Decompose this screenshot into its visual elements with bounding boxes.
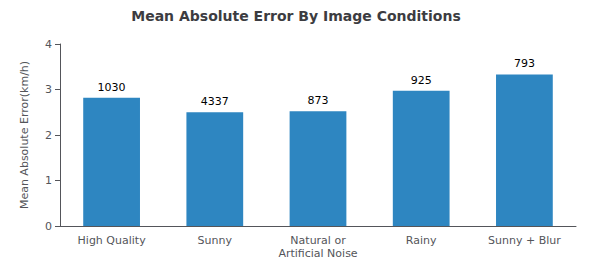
svg-text:Rainy: Rainy — [406, 234, 437, 247]
svg-text:2: 2 — [45, 129, 52, 142]
svg-text:Sunny: Sunny — [198, 234, 233, 247]
svg-text:4: 4 — [45, 38, 52, 51]
svg-text:Artificial Noise: Artificial Noise — [278, 247, 357, 260]
svg-text:4337: 4337 — [201, 95, 229, 108]
svg-text:873: 873 — [308, 94, 329, 107]
svg-text:3: 3 — [45, 83, 52, 96]
svg-text:925: 925 — [411, 74, 432, 87]
svg-text:High Quality: High Quality — [78, 234, 147, 247]
svg-text:1: 1 — [45, 174, 52, 187]
svg-text:0: 0 — [45, 220, 52, 233]
svg-text:1030: 1030 — [98, 81, 126, 94]
svg-text:Sunny + Blur: Sunny + Blur — [488, 234, 561, 247]
svg-text:Mean Absolute Error By Image C: Mean Absolute Error By Image Conditions — [131, 8, 461, 24]
svg-text:Natural or: Natural or — [290, 234, 346, 247]
svg-text:Mean Absolute Error(km/h): Mean Absolute Error(km/h) — [18, 61, 31, 209]
svg-text:793: 793 — [514, 57, 535, 70]
